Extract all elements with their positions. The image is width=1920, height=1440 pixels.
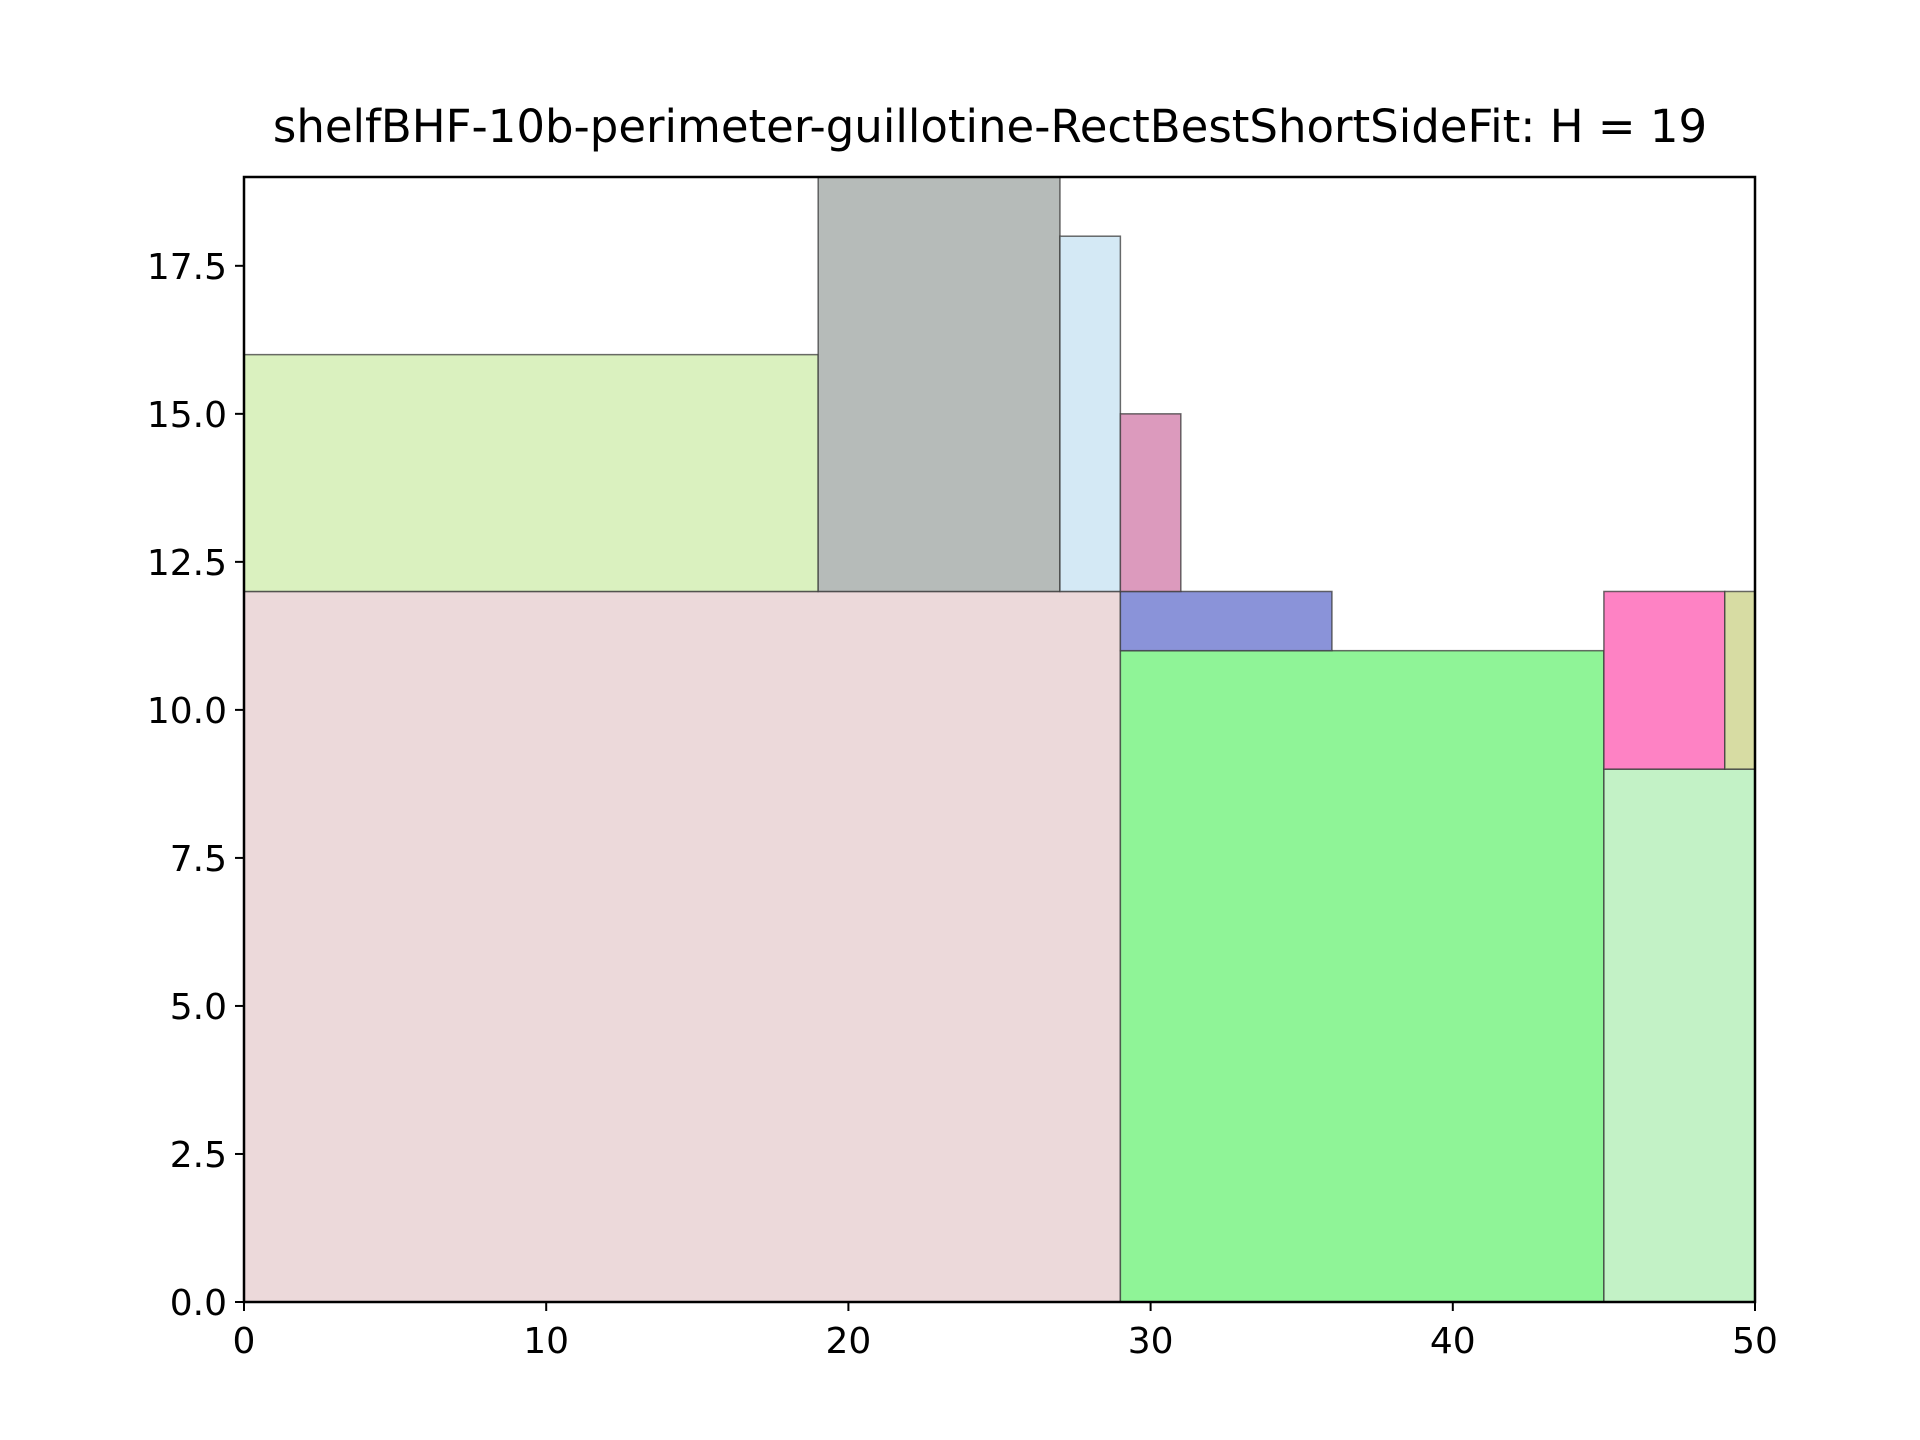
packed-rectangle-1 (243, 590, 1122, 1303)
y-tick-label: 5.0 (170, 987, 227, 1028)
packed-rectangle-2 (1119, 649, 1605, 1303)
y-tick-label: 12.5 (147, 543, 227, 584)
y-tick-label: 10.0 (147, 691, 227, 732)
x-tick-label: 10 (523, 1321, 569, 1362)
packed-rectangle-9 (1059, 235, 1122, 593)
x-tick-label: 30 (1128, 1321, 1174, 1362)
x-tick-label: 40 (1430, 1321, 1476, 1362)
packed-rectangle-5 (1724, 590, 1756, 770)
packed-rectangle-8 (817, 176, 1061, 593)
packed-rectangle-4 (1603, 590, 1726, 770)
rectangles-layer (243, 176, 1756, 1303)
y-tick-label: 15.0 (147, 395, 227, 436)
packed-rectangle-7 (243, 353, 819, 593)
axes-frame (242, 175, 1757, 1304)
x-axis: 0 10 20 30 40 50 (233, 1302, 1778, 1362)
packed-rectangle-3 (1603, 768, 1756, 1303)
y-tick-label: 2.5 (170, 1135, 227, 1176)
x-tick-label: 0 (233, 1321, 256, 1362)
y-tick-label: 17.5 (147, 247, 227, 288)
x-tick-label: 20 (825, 1321, 871, 1362)
packed-rectangle-6 (1119, 590, 1333, 652)
y-axis: 0.0 2.5 5.0 7.5 10.0 12.5 15.0 17.5 (147, 247, 244, 1324)
y-tick-label: 7.5 (170, 839, 227, 880)
x-tick-label: 50 (1732, 1321, 1778, 1362)
packed-rectangle-10 (1119, 413, 1182, 593)
y-tick-label: 0.0 (170, 1283, 227, 1324)
chart-title: shelfBHF-10b-perimeter-guillotine-RectBe… (272, 100, 1708, 153)
